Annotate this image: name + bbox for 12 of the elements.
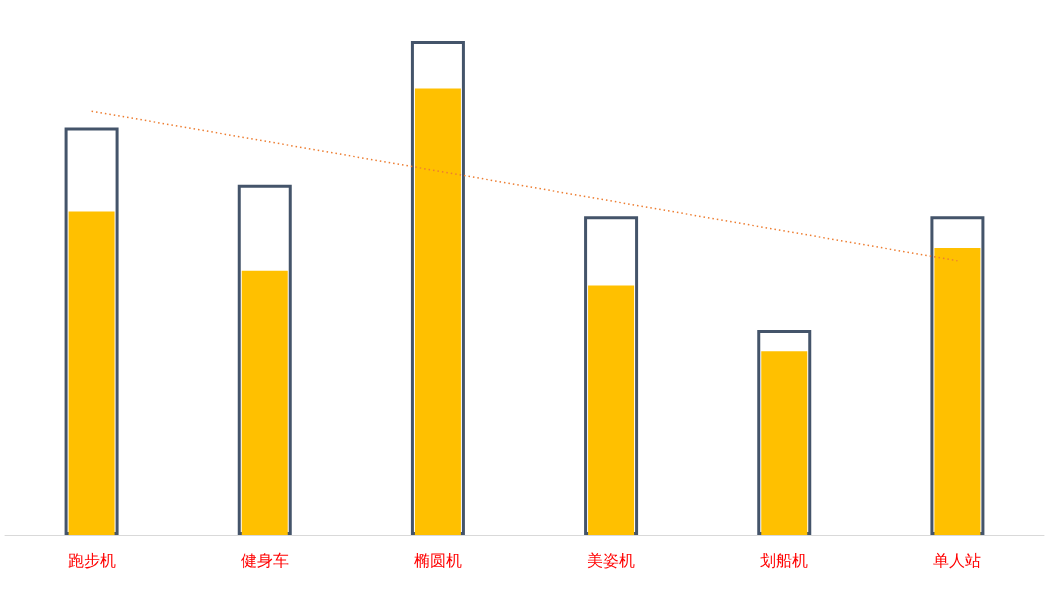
bar [68, 211, 115, 535]
bar [588, 285, 635, 535]
x-tick-label: 椭圆机 [413, 550, 462, 570]
bar [414, 88, 461, 535]
bar [761, 351, 808, 535]
x-tick-label: 美姿机 [587, 550, 636, 570]
x-tick-label: 划船机 [760, 550, 809, 570]
bar [241, 270, 288, 535]
x-tick-label: 跑步机 [67, 550, 116, 570]
x-tick-label: 单人站 [933, 550, 982, 570]
x-tick-label: 健身车 [240, 550, 289, 570]
bar [934, 247, 981, 535]
